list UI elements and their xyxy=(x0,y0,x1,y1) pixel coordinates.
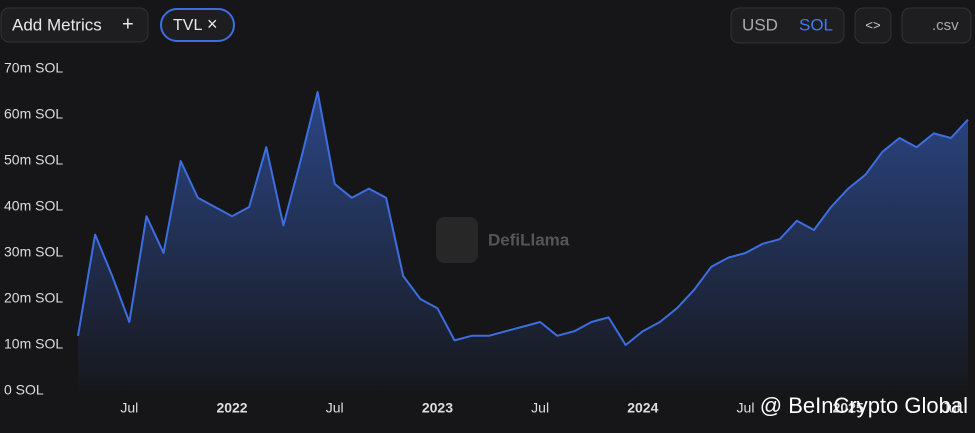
y-tick-label: 70m SOL xyxy=(4,60,63,76)
x-tick-label: 2022 xyxy=(216,400,247,416)
y-tick-label: 10m SOL xyxy=(4,336,63,352)
watermark: DefiLlama xyxy=(488,230,570,249)
x-tick-label: 2024 xyxy=(627,400,658,416)
tvl-line xyxy=(77,91,969,346)
currency-toggle xyxy=(730,7,845,44)
currency-option[interactable]: SOL xyxy=(799,15,833,34)
currency-option[interactable]: USD xyxy=(742,15,778,34)
add-metrics-button[interactable] xyxy=(0,7,149,43)
chip-close[interactable]: × xyxy=(207,14,218,34)
x-tick-label: 2023 xyxy=(422,400,453,416)
embed-button[interactable] xyxy=(854,7,892,44)
y-tick-label: 60m SOL xyxy=(4,106,63,122)
add-icon: + xyxy=(122,13,134,35)
x-tick-label: Jul xyxy=(531,400,549,416)
x-tick-label: Jul xyxy=(942,400,960,416)
y-tick-label: 40m SOL xyxy=(4,198,63,214)
tvl-chip[interactable] xyxy=(160,8,235,42)
x-tick-label: 2025 xyxy=(833,400,864,416)
add-metrics-label: Add Metrics xyxy=(12,15,102,34)
csv-button[interactable] xyxy=(901,7,972,44)
x-tick-label: Jul xyxy=(737,400,755,416)
x-tick-label: Jul xyxy=(326,400,344,416)
csv-label: .csv xyxy=(932,17,959,34)
area-fill xyxy=(78,92,968,391)
y-tick-label: 50m SOL xyxy=(4,152,63,168)
chip-label: TVL xyxy=(173,17,202,34)
credit: @ BeInCrypto Global xyxy=(760,393,968,418)
watermark-logo xyxy=(436,217,478,263)
y-tick-label: 30m SOL xyxy=(4,244,63,260)
y-tick-label: 0 SOL xyxy=(4,382,44,398)
x-tick-label: Jul xyxy=(120,400,138,416)
y-tick-label: 20m SOL xyxy=(4,290,63,306)
embed-label: <> xyxy=(865,17,880,32)
